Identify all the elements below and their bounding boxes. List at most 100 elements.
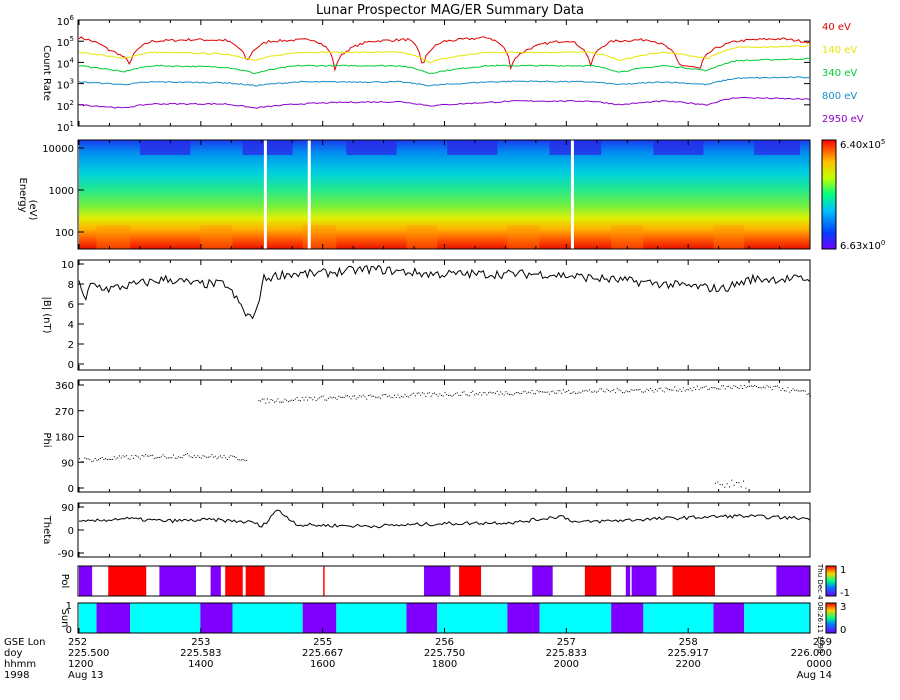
phi-point [409,394,411,396]
sun-ylabel: Sun [59,608,70,627]
bmag-ytick-label: 4 [68,320,74,331]
phi-point [568,389,570,391]
phi-point [246,459,248,461]
phi-point [482,392,484,394]
phi-point [790,390,792,392]
bmag-ytick-label: 8 [68,280,74,291]
phi-point [578,391,580,393]
phi-point [608,390,610,391]
sun-colorbar [825,602,837,634]
phi-point [594,390,596,392]
phi-point [665,387,667,389]
phi-point [810,395,811,397]
footer-label-doy: doy [4,648,22,659]
phi-point [298,399,300,401]
phi-panel: Phi 0 90 180 270 360 [41,379,811,495]
count-rate-ytick-label: 104 [57,56,75,70]
phi-point [733,385,735,387]
phi-point [776,385,778,387]
phi-point [695,389,697,390]
energy-ytick-label: 10000 [42,144,74,155]
phi-point [599,388,601,390]
sun-ytick-1: 1 [66,601,72,612]
phi-point [743,385,745,386]
phi-point [388,395,390,397]
phi-point [493,392,495,394]
phi-point [441,394,442,396]
phi-point [376,397,378,399]
phi-point [120,457,122,459]
bmag-ytick-label: 0 [68,360,74,371]
phi-point [510,394,512,396]
energy-low-band [507,225,540,249]
phi-point [627,391,629,393]
pol-bar [584,566,612,596]
pol-bar [159,566,196,596]
phi-point [173,454,174,456]
phi-point [94,458,96,459]
phi-point [715,482,716,484]
plot-timestamp: Thu Dec 4 08:26:11 1998 [816,563,824,653]
phi-point [84,457,86,459]
energy-high-band [346,141,397,155]
phi-yticks: 0 90 180 270 360 [55,381,84,495]
phi-point [782,388,784,390]
theta-panel: Theta -90 0 90 [41,502,811,560]
pol-bar [672,566,715,596]
phi-point [211,454,213,456]
theta-yticks: -90 0 90 [58,503,84,560]
phi-point [724,486,726,488]
phi-point [341,396,343,398]
theta-ytick-label: -90 [58,549,74,560]
phi-point [580,392,582,394]
phi-point [456,392,458,394]
phi-ytick-label: 90 [61,458,74,469]
phi-point [548,393,550,395]
phi-point [383,394,385,396]
phi-point [354,395,355,397]
time-tick-lon: 256 [435,637,454,648]
phi-point [209,456,211,458]
phi-point [648,390,650,391]
phi-point [747,386,749,387]
phi-point [538,391,540,393]
phi-point [723,385,724,387]
phi-point [468,395,470,397]
time-tick-hhmm: 1400 [188,659,213,670]
phi-point [448,394,449,396]
count-rate-panel: Count Rate 101 102 103 104 105 106 40 eV 140 e… [41,14,864,134]
phi-point [166,457,167,459]
phi-point [200,457,202,459]
phi-point [771,389,773,391]
legend-entry: 2950 eV [822,114,864,125]
phi-point [352,395,354,397]
sun-bar [507,603,540,633]
sun-bars [79,603,810,633]
phi-point [190,456,192,458]
energy-colorbar-max: 6.40x105 [840,138,885,151]
phi-point [80,461,82,463]
phi-point [272,399,274,401]
time-tick-doy: 225.667 [302,648,343,659]
phi-point [146,455,148,457]
phi-point [392,397,394,399]
phi-point [361,396,362,398]
phi-point [216,458,218,460]
phi-point [385,393,387,395]
phi-point [362,394,364,396]
phi-point [564,391,566,393]
phi-point [646,388,648,390]
phi-point [127,458,129,460]
time-tick-doy: 225.750 [424,648,465,659]
phi-point [350,398,352,400]
phi-point [550,391,552,393]
phi-point [374,396,376,398]
phi-point [667,388,669,390]
phi-point [260,400,261,402]
phi-point [681,390,683,392]
phi-point [501,393,503,395]
phi-point [460,394,462,396]
phi-point [742,388,744,389]
pol-bar [625,566,631,596]
phi-point [693,386,695,388]
